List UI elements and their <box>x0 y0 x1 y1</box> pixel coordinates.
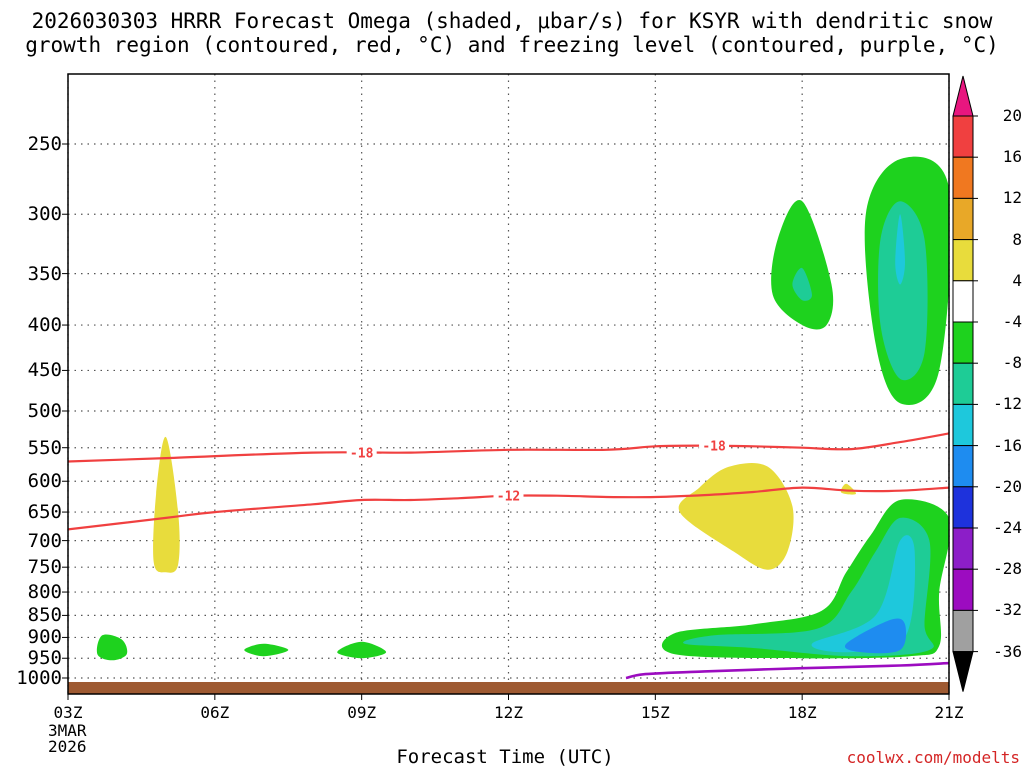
freezing-level-line <box>625 661 949 680</box>
y-tick-label-1000: 1000 <box>16 667 62 689</box>
omega-region-1 <box>678 463 794 570</box>
omega-region-2 <box>840 483 857 495</box>
x-start-date-line-1: 3MAR <box>48 721 87 740</box>
colorbar-band-9 <box>952 445 974 488</box>
colorbar-band-5 <box>952 280 974 323</box>
colorbar-band-2 <box>952 156 974 199</box>
contour-label-18-1: -18 <box>702 440 726 455</box>
colorbar-tick-label-1: 16 <box>1002 147 1022 167</box>
colorbar-band-3 <box>952 197 974 241</box>
contour-label-18-0: -18 <box>350 447 374 462</box>
colorbar-band-13 <box>952 609 974 653</box>
terrain-bar <box>68 682 949 694</box>
y-tick-label-750: 750 <box>27 556 62 579</box>
x-tick-label-18Z: 18Z <box>787 703 817 722</box>
omega-region-10 <box>792 267 812 301</box>
y-tick-label-700: 700 <box>27 529 62 552</box>
colorbar-tick-label-4: 4 <box>1012 270 1022 290</box>
y-tick-label-350: 350 <box>27 262 62 285</box>
contour-label-12-0: -12 <box>497 490 520 505</box>
colorbar-tick-label-3: 8 <box>1012 229 1022 249</box>
colorbar-band-8 <box>952 403 974 447</box>
omega-region-0 <box>153 436 180 573</box>
y-tick-label-300: 300 <box>27 203 62 226</box>
colorbar-tick-label-9: -20 <box>993 476 1022 496</box>
x-tick-label-12Z: 12Z <box>494 703 523 722</box>
omega-region-6 <box>771 199 834 330</box>
colorbar-top-arrow <box>952 75 974 117</box>
colorbar-band-10 <box>952 486 974 529</box>
grid-lines <box>62 74 950 700</box>
colorbar-band-7 <box>952 362 974 405</box>
y-tick-label-650: 650 <box>27 501 62 524</box>
y-tick-label-900: 900 <box>27 626 62 649</box>
y-tick-label-500: 500 <box>27 400 62 422</box>
x-axis-label: Forecast Time (UTC) <box>396 746 614 768</box>
colorbar-tick-label-6: -8 <box>1002 353 1022 373</box>
terrain <box>68 682 949 694</box>
colorbar-tick-label-5: -4 <box>1002 312 1022 331</box>
contour-line-12 <box>68 486 949 531</box>
colorbar-tick-label-7: -12 <box>993 394 1022 414</box>
omega-region-5 <box>337 641 387 659</box>
x-tick-label-15Z: 15Z <box>640 703 670 722</box>
chart-title-line-2: growth region (contoured, red, °C) and f… <box>25 33 999 57</box>
colorbar-tick-label-12: -32 <box>993 600 1022 620</box>
colorbar-bottom-arrow <box>952 651 974 692</box>
temperature-contours: -18 -18 -12 <box>68 432 949 680</box>
colorbar-band-11 <box>952 527 974 570</box>
omega-region-14 <box>844 618 907 654</box>
y-tick-label-250: 250 <box>27 133 62 155</box>
y-tick-label-600: 600 <box>27 470 62 493</box>
x-tick-label-09Z: 09Z <box>347 703 377 722</box>
omega-region-9 <box>878 201 928 381</box>
chart-title-line-1: 2026030303 HRRR Forecast Omega (shaded, … <box>31 9 993 33</box>
contour-label-bg-18-1 <box>699 437 730 454</box>
plot-frame <box>67 73 950 695</box>
colorbar-band-6 <box>952 321 974 364</box>
contour-label-bg-12-0 <box>493 487 524 504</box>
colorbar-tick-label-10: -24 <box>993 518 1022 537</box>
colorbar-tick-label-8: -16 <box>993 435 1022 455</box>
colorbar-band-12 <box>952 568 974 611</box>
y-tick-label-450: 450 <box>27 359 62 382</box>
y-tick-label-550: 550 <box>27 436 62 459</box>
x-tick-label-21Z: 21Z <box>934 703 964 722</box>
credit-link[interactable]: coolwx.com/modelts <box>846 748 1020 767</box>
y-tick-label-950: 950 <box>27 647 62 670</box>
colorbar <box>952 75 978 692</box>
y-tick-label-800: 800 <box>27 581 62 604</box>
x-start-date-line-2: 2026 <box>48 737 87 756</box>
omega-region-4 <box>244 643 289 657</box>
x-tick-label-03Z: 03Z <box>53 703 83 722</box>
contour-label-bg-18-0 <box>346 444 377 461</box>
colorbar-band-4 <box>952 239 974 282</box>
y-tick-label-400: 400 <box>27 314 62 337</box>
omega-region-3 <box>96 634 128 661</box>
y-tick-label-850: 850 <box>27 604 62 627</box>
colorbar-band-1 <box>952 115 974 158</box>
colorbar-tick-label-2: 12 <box>1002 188 1022 208</box>
colorbar-tick-label-13: -36 <box>993 641 1022 661</box>
omega-region-12 <box>895 214 905 285</box>
colorbar-tick-label-11: -28 <box>993 559 1022 579</box>
x-tick-label-06Z: 06Z <box>200 703 230 722</box>
colorbar-tick-label-0: 20 <box>1002 106 1022 125</box>
contour-line-18 <box>68 432 949 463</box>
omega-shading <box>96 156 949 661</box>
